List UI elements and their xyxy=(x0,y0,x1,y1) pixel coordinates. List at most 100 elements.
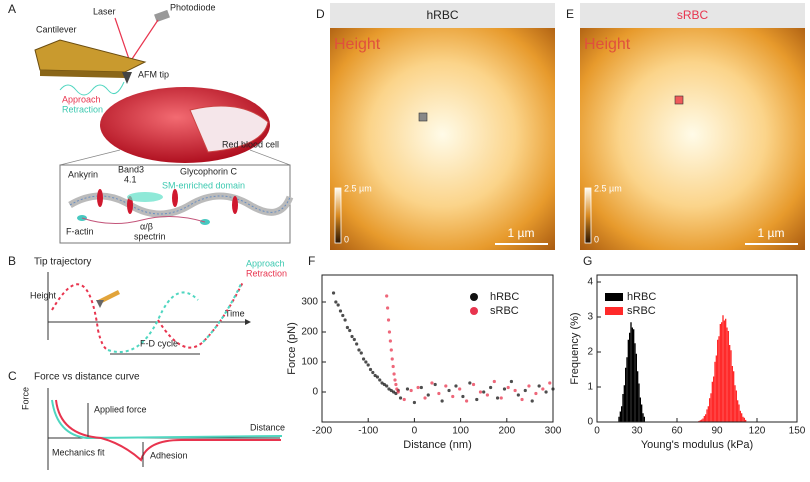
label: F-actin xyxy=(66,226,94,236)
y-axis-label: Frequency (%) xyxy=(569,312,581,384)
point xyxy=(343,318,347,322)
point xyxy=(405,387,410,391)
point xyxy=(412,400,416,405)
point xyxy=(391,364,395,369)
protein xyxy=(97,189,103,207)
bar xyxy=(631,327,633,422)
label: AFM tip xyxy=(138,69,169,79)
cantilever-side xyxy=(40,70,125,78)
point xyxy=(433,382,437,387)
panel-label: C xyxy=(8,369,17,383)
bar xyxy=(735,390,737,422)
point xyxy=(364,360,368,364)
point xyxy=(395,387,399,391)
legend-marker xyxy=(470,307,478,315)
approach-curve xyxy=(51,283,109,351)
bar xyxy=(625,367,627,422)
legend-marker xyxy=(470,293,478,301)
point xyxy=(378,378,382,382)
point xyxy=(398,396,403,400)
label: Band3 xyxy=(118,164,144,174)
point xyxy=(506,385,510,390)
x-tick-label: 300 xyxy=(545,426,562,437)
point xyxy=(544,390,548,394)
bar xyxy=(726,327,728,422)
x-tick-label: 60 xyxy=(671,426,683,437)
bar xyxy=(633,329,635,422)
x-tick-label: 100 xyxy=(452,426,469,437)
bar xyxy=(641,404,643,422)
point xyxy=(386,318,391,322)
point xyxy=(454,384,458,388)
channel-label: Height xyxy=(584,36,631,53)
bar xyxy=(741,413,743,422)
image-title: sRBC xyxy=(677,8,709,22)
bar xyxy=(745,419,747,422)
label: Red blood cell xyxy=(222,139,279,149)
point xyxy=(348,328,352,333)
point xyxy=(394,382,398,387)
color-bar xyxy=(334,187,342,244)
point xyxy=(371,370,375,375)
bar xyxy=(705,414,707,422)
bar xyxy=(701,419,703,422)
point xyxy=(390,357,394,361)
point xyxy=(416,385,420,390)
panel-label: D xyxy=(316,7,325,21)
zoom-line xyxy=(249,149,291,166)
spectrin xyxy=(81,215,206,224)
point xyxy=(392,390,396,394)
x-tick-label: 0 xyxy=(594,426,600,437)
plot-frame xyxy=(596,274,798,423)
y-tick-label: 4 xyxy=(587,277,593,288)
color-bar xyxy=(584,187,592,244)
point xyxy=(541,387,545,391)
bar xyxy=(718,336,720,422)
tip-icon xyxy=(96,300,104,308)
label: spectrin xyxy=(134,231,166,241)
cantilever xyxy=(34,39,147,73)
bar xyxy=(630,322,632,422)
point xyxy=(392,372,396,376)
point xyxy=(447,388,451,393)
cell-cutaway xyxy=(189,105,269,153)
point xyxy=(389,388,393,393)
point xyxy=(471,382,476,387)
bar xyxy=(627,339,629,422)
bar xyxy=(642,413,644,422)
bar xyxy=(710,393,712,422)
panel-label: B xyxy=(8,254,16,268)
x-tick-label: 90 xyxy=(711,426,723,437)
bar xyxy=(733,371,735,422)
bar xyxy=(730,350,732,422)
bar xyxy=(727,331,729,422)
point xyxy=(336,303,340,307)
bar xyxy=(734,385,736,422)
point xyxy=(437,391,441,396)
panel-c: C Force vs distance curve Force Distance… xyxy=(8,369,285,470)
scale-bar-label: 1 µm xyxy=(758,226,785,240)
height-map xyxy=(330,28,555,250)
bar xyxy=(717,339,719,422)
label: Ankyrin xyxy=(68,169,98,179)
label: SM-enriched domain xyxy=(162,180,245,190)
point xyxy=(426,393,430,397)
point xyxy=(527,384,531,388)
bar xyxy=(703,416,705,422)
point xyxy=(350,334,354,339)
point xyxy=(387,330,392,334)
point xyxy=(385,294,389,298)
label: Photodiode xyxy=(170,2,216,12)
bar xyxy=(725,318,727,422)
point xyxy=(366,363,370,367)
point xyxy=(419,385,423,390)
panel-b: B Tip trajectory Height Time Approach Re… xyxy=(8,254,287,355)
point xyxy=(382,382,386,387)
point xyxy=(388,339,392,343)
y-tick-label: 2 xyxy=(587,347,593,358)
bar xyxy=(711,381,713,422)
point xyxy=(389,348,393,352)
label: Laser xyxy=(93,6,116,16)
point xyxy=(402,397,406,402)
